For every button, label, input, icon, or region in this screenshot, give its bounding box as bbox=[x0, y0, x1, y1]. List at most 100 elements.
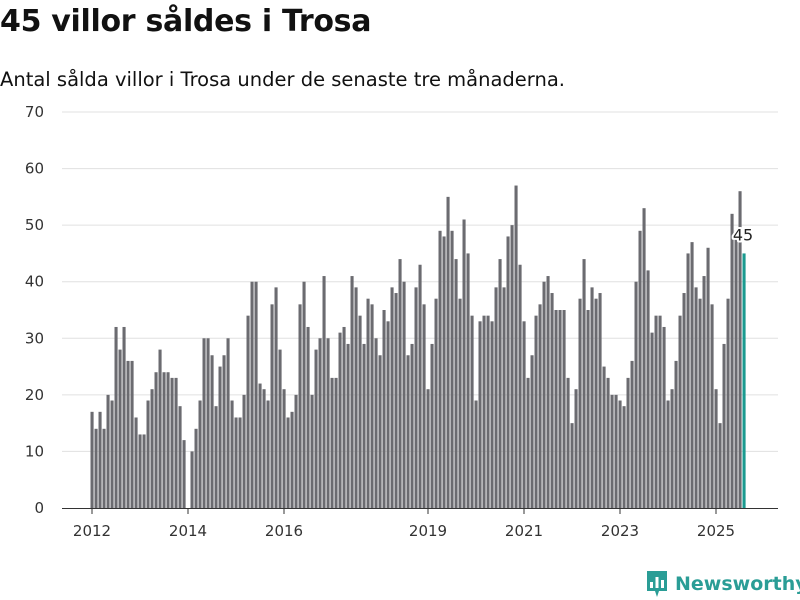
bar bbox=[618, 400, 622, 508]
bar bbox=[206, 338, 210, 508]
bar bbox=[106, 394, 110, 508]
bar bbox=[262, 389, 266, 508]
bar bbox=[390, 287, 394, 508]
bar bbox=[166, 372, 170, 508]
bar bbox=[550, 293, 554, 508]
bar bbox=[542, 281, 546, 508]
bar bbox=[118, 349, 122, 508]
bar bbox=[386, 321, 390, 508]
x-tick-label: 2021 bbox=[505, 522, 543, 540]
bar bbox=[522, 321, 526, 508]
bar bbox=[190, 451, 194, 508]
bar bbox=[202, 338, 206, 508]
bar bbox=[270, 304, 274, 508]
bar bbox=[274, 287, 278, 508]
bar bbox=[222, 355, 226, 508]
x-tick-label: 2016 bbox=[265, 522, 303, 540]
bar bbox=[494, 287, 498, 508]
y-tick-label: 40 bbox=[25, 273, 44, 291]
bar bbox=[134, 417, 138, 508]
bar bbox=[710, 304, 714, 508]
bar bbox=[674, 360, 678, 508]
bar bbox=[666, 400, 670, 508]
bar bbox=[462, 219, 466, 508]
bar bbox=[426, 389, 430, 508]
bar bbox=[314, 349, 318, 508]
bar bbox=[730, 213, 734, 509]
bar bbox=[526, 377, 530, 508]
bar bbox=[590, 287, 594, 508]
bar bbox=[478, 321, 482, 508]
x-tick-label: 2012 bbox=[73, 522, 111, 540]
bar bbox=[738, 191, 742, 508]
bar bbox=[586, 310, 590, 508]
bar bbox=[290, 411, 294, 508]
bar bbox=[278, 349, 282, 508]
bar bbox=[702, 276, 706, 508]
bar bbox=[122, 326, 126, 508]
bar bbox=[510, 225, 514, 508]
bar bbox=[130, 360, 134, 508]
bar bbox=[266, 400, 270, 508]
bar bbox=[310, 394, 314, 508]
bar bbox=[670, 389, 674, 508]
bar bbox=[438, 230, 442, 509]
bar bbox=[406, 355, 410, 508]
x-tick-label: 2019 bbox=[409, 522, 447, 540]
bar bbox=[502, 287, 506, 508]
bar bbox=[294, 394, 298, 508]
bar bbox=[682, 293, 686, 508]
bar bbox=[446, 196, 450, 508]
bar bbox=[490, 321, 494, 508]
bar bbox=[170, 377, 174, 508]
bar bbox=[334, 377, 338, 508]
bar bbox=[470, 315, 474, 508]
bar bbox=[102, 428, 106, 508]
x-tick-label: 2025 bbox=[697, 522, 735, 540]
bars bbox=[90, 185, 746, 509]
bar bbox=[158, 349, 162, 508]
bar bbox=[246, 315, 250, 508]
bar bbox=[210, 355, 214, 508]
bar bbox=[306, 326, 310, 508]
bar bbox=[622, 406, 626, 508]
bar bbox=[114, 326, 118, 508]
bar bbox=[662, 326, 666, 508]
bar bbox=[242, 394, 246, 508]
bar bbox=[486, 315, 490, 508]
bar bbox=[370, 304, 374, 508]
bar bbox=[454, 259, 458, 508]
bar bbox=[638, 230, 642, 509]
bar bbox=[422, 304, 426, 508]
y-tick-label: 20 bbox=[25, 386, 44, 404]
bar bbox=[706, 247, 710, 508]
bar bbox=[330, 377, 334, 508]
bar bbox=[690, 242, 694, 508]
bar bbox=[602, 366, 606, 508]
bar bbox=[154, 372, 158, 508]
x-tick-label: 2023 bbox=[601, 522, 639, 540]
bar bbox=[646, 270, 650, 508]
bar bbox=[94, 428, 98, 508]
bar bbox=[734, 230, 738, 509]
bar bbox=[374, 338, 378, 508]
bar bbox=[234, 417, 238, 508]
bar bbox=[610, 394, 614, 508]
newsworthy-icon bbox=[647, 571, 667, 597]
bar bbox=[466, 253, 470, 508]
bar bbox=[566, 377, 570, 508]
bar-chart: 0 10 20 30 40 50 60 70 2012 2014 2016 2019 2021 2023… bbox=[25, 103, 778, 540]
bar bbox=[442, 236, 446, 508]
bar bbox=[518, 264, 522, 508]
bar bbox=[614, 394, 618, 508]
bar bbox=[382, 310, 386, 508]
bar bbox=[450, 230, 454, 509]
bar bbox=[286, 417, 290, 508]
bar bbox=[630, 360, 634, 508]
bar bbox=[458, 298, 462, 508]
bar bbox=[686, 253, 690, 508]
bar bbox=[358, 315, 362, 508]
bar bbox=[414, 287, 418, 508]
bar bbox=[318, 338, 322, 508]
